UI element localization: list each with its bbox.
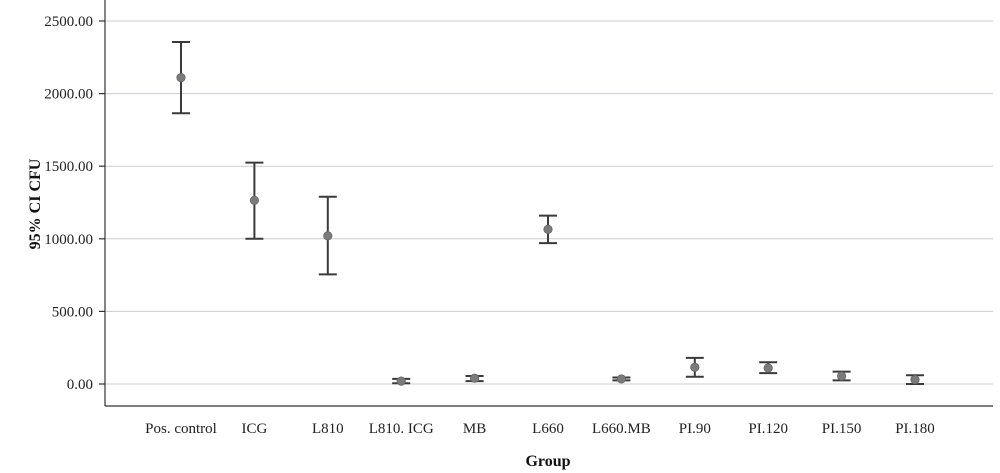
x-tick-label: PI.120: [748, 421, 788, 437]
x-tick-label: ICG: [241, 421, 267, 437]
y-tick-label: 1500.00: [44, 159, 93, 175]
x-tick-label: L660.MB: [592, 421, 651, 437]
error-bar: [465, 373, 484, 383]
error-bar: [906, 374, 924, 385]
y-axis-title: 95% CI CFU: [27, 158, 44, 249]
y-tick-label: 0.00: [67, 377, 93, 393]
mean-point: [543, 224, 553, 234]
x-axis-title: Group: [525, 453, 570, 470]
mean-point: [396, 376, 406, 386]
x-tick-label: L660: [532, 421, 564, 437]
x-tick-label: PI.180: [895, 421, 935, 437]
mean-point: [469, 373, 480, 383]
y-tick-label: 1000.00: [44, 232, 93, 248]
mean-point: [249, 195, 259, 205]
error-bar: [392, 376, 411, 386]
mean-point: [763, 363, 773, 373]
error-bar: [318, 195, 337, 276]
error-bar: [759, 361, 778, 375]
x-tick-label: Pos. control: [145, 421, 217, 437]
error-bar: [612, 374, 631, 384]
error-bars: [172, 41, 924, 386]
error-bar: [172, 41, 190, 115]
mean-point: [690, 362, 700, 372]
mean-point: [836, 371, 847, 381]
x-tick-label: L810: [312, 421, 344, 437]
mean-point: [176, 73, 186, 83]
x-tick-label: PI.150: [822, 421, 862, 437]
mean-point: [616, 374, 627, 384]
x-tick-label: PI.90: [679, 421, 711, 437]
y-tick-label: 2500.00: [44, 14, 93, 30]
mean-point: [323, 231, 333, 241]
error-bar: [245, 161, 264, 240]
error-bar: [832, 370, 851, 382]
error-bar: [539, 214, 557, 245]
axes: [104, 0, 993, 407]
y-tick-label: 500.00: [52, 304, 93, 320]
error-bar: [685, 356, 704, 378]
x-tick-label: L810. ICG: [369, 421, 434, 437]
y-tick-label: 2000.00: [44, 87, 93, 103]
y-tick-labels: 0.00 500.00 1000.00 1500.00 2000.00 2500.00: [44, 14, 105, 393]
grid-lines: [105, 20, 993, 385]
mean-point: [910, 375, 920, 385]
x-tick-label: MB: [463, 421, 486, 437]
x-tick-labels: Pos. control ICG L810 L810. ICG MB L660 L660.M…: [145, 421, 935, 437]
